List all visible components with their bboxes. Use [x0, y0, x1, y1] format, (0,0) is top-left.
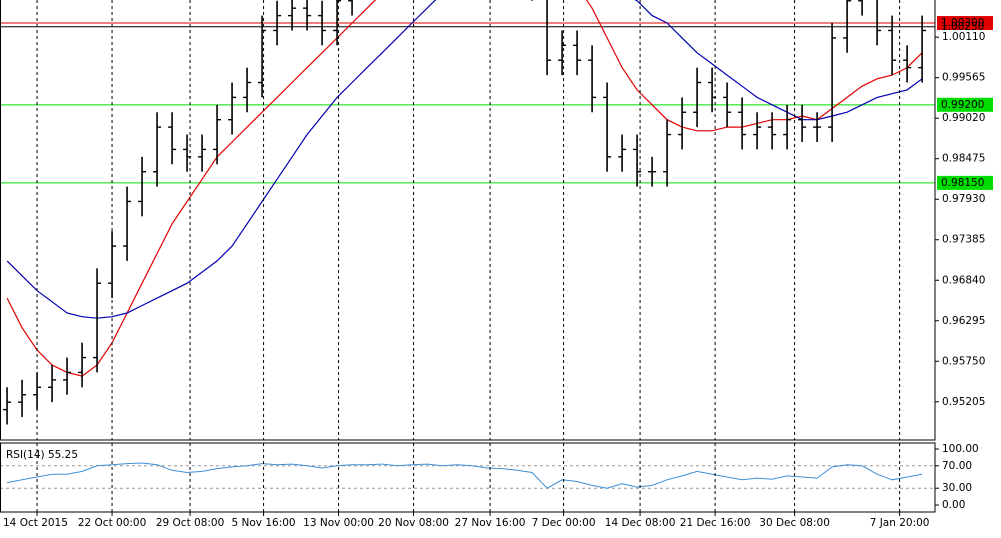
- level-box: [937, 97, 993, 112]
- rsi-panel: [0, 462, 935, 489]
- x-tick-label: 7 Jan 20:00: [870, 517, 930, 529]
- level-box: [937, 16, 993, 31]
- moving-average: [6, 0, 923, 319]
- x-tick-label: 20 Nov 08:00: [378, 517, 449, 529]
- y-tick-label: 0.00: [942, 499, 965, 511]
- y-tick-label: 70.00: [942, 460, 972, 472]
- y-tick-label: 30.00: [942, 482, 972, 494]
- rsi-line: [7, 462, 923, 489]
- moving-average: [6, 0, 923, 377]
- x-tick-label: 13 Nov 00:00: [303, 517, 374, 529]
- y-tick-label: 0.95750: [942, 355, 985, 367]
- y-tick-label: 0.96840: [942, 274, 985, 286]
- axes: 14 Oct 2015 22 Oct 00:00 29 Oct 08:00 5 Nov…: [0, 0, 993, 529]
- x-tick-label: 14 Dec 08:00: [605, 517, 676, 529]
- level-label: 0.98150: [941, 177, 984, 189]
- rsi-frame: [0, 442, 936, 513]
- x-tick-label: 22 Oct 00:00: [78, 517, 146, 529]
- y-tick-label: 0.95205: [942, 396, 985, 408]
- level-label: 1.00250: [941, 21, 984, 33]
- y-tick-label: 0.97930: [942, 193, 985, 205]
- level-label: 0.99200: [941, 99, 984, 111]
- y-tick-label: 0.99565: [942, 72, 985, 84]
- y-tick-label: 100.00: [942, 443, 979, 455]
- y-tick-label: 0.97385: [942, 234, 985, 246]
- x-tick-label: 21 Dec 16:00: [680, 517, 751, 529]
- level-label: 1.00300: [941, 17, 984, 29]
- x-tick-label: 27 Nov 16:00: [455, 517, 526, 529]
- x-tick-label: 5 Nov 16:00: [232, 517, 296, 529]
- price-frame: [0, 0, 936, 441]
- level-box: [937, 175, 993, 190]
- y-tick-label: 0.96295: [942, 315, 985, 327]
- y-tick-label: 0.99020: [942, 112, 985, 124]
- price-panel: [0, 0, 935, 425]
- y-tick-label: 1.00110: [942, 31, 985, 43]
- x-tick-label: 30 Dec 08:00: [759, 517, 830, 529]
- rsi-title: RSI(14) 55.25: [6, 449, 78, 461]
- x-tick-label: 14 Oct 2015: [3, 517, 68, 529]
- x-tick-label: 7 Dec 00:00: [532, 517, 596, 529]
- y-tick-label: 0.98475: [942, 153, 985, 165]
- x-tick-label: 29 Oct 08:00: [156, 517, 224, 529]
